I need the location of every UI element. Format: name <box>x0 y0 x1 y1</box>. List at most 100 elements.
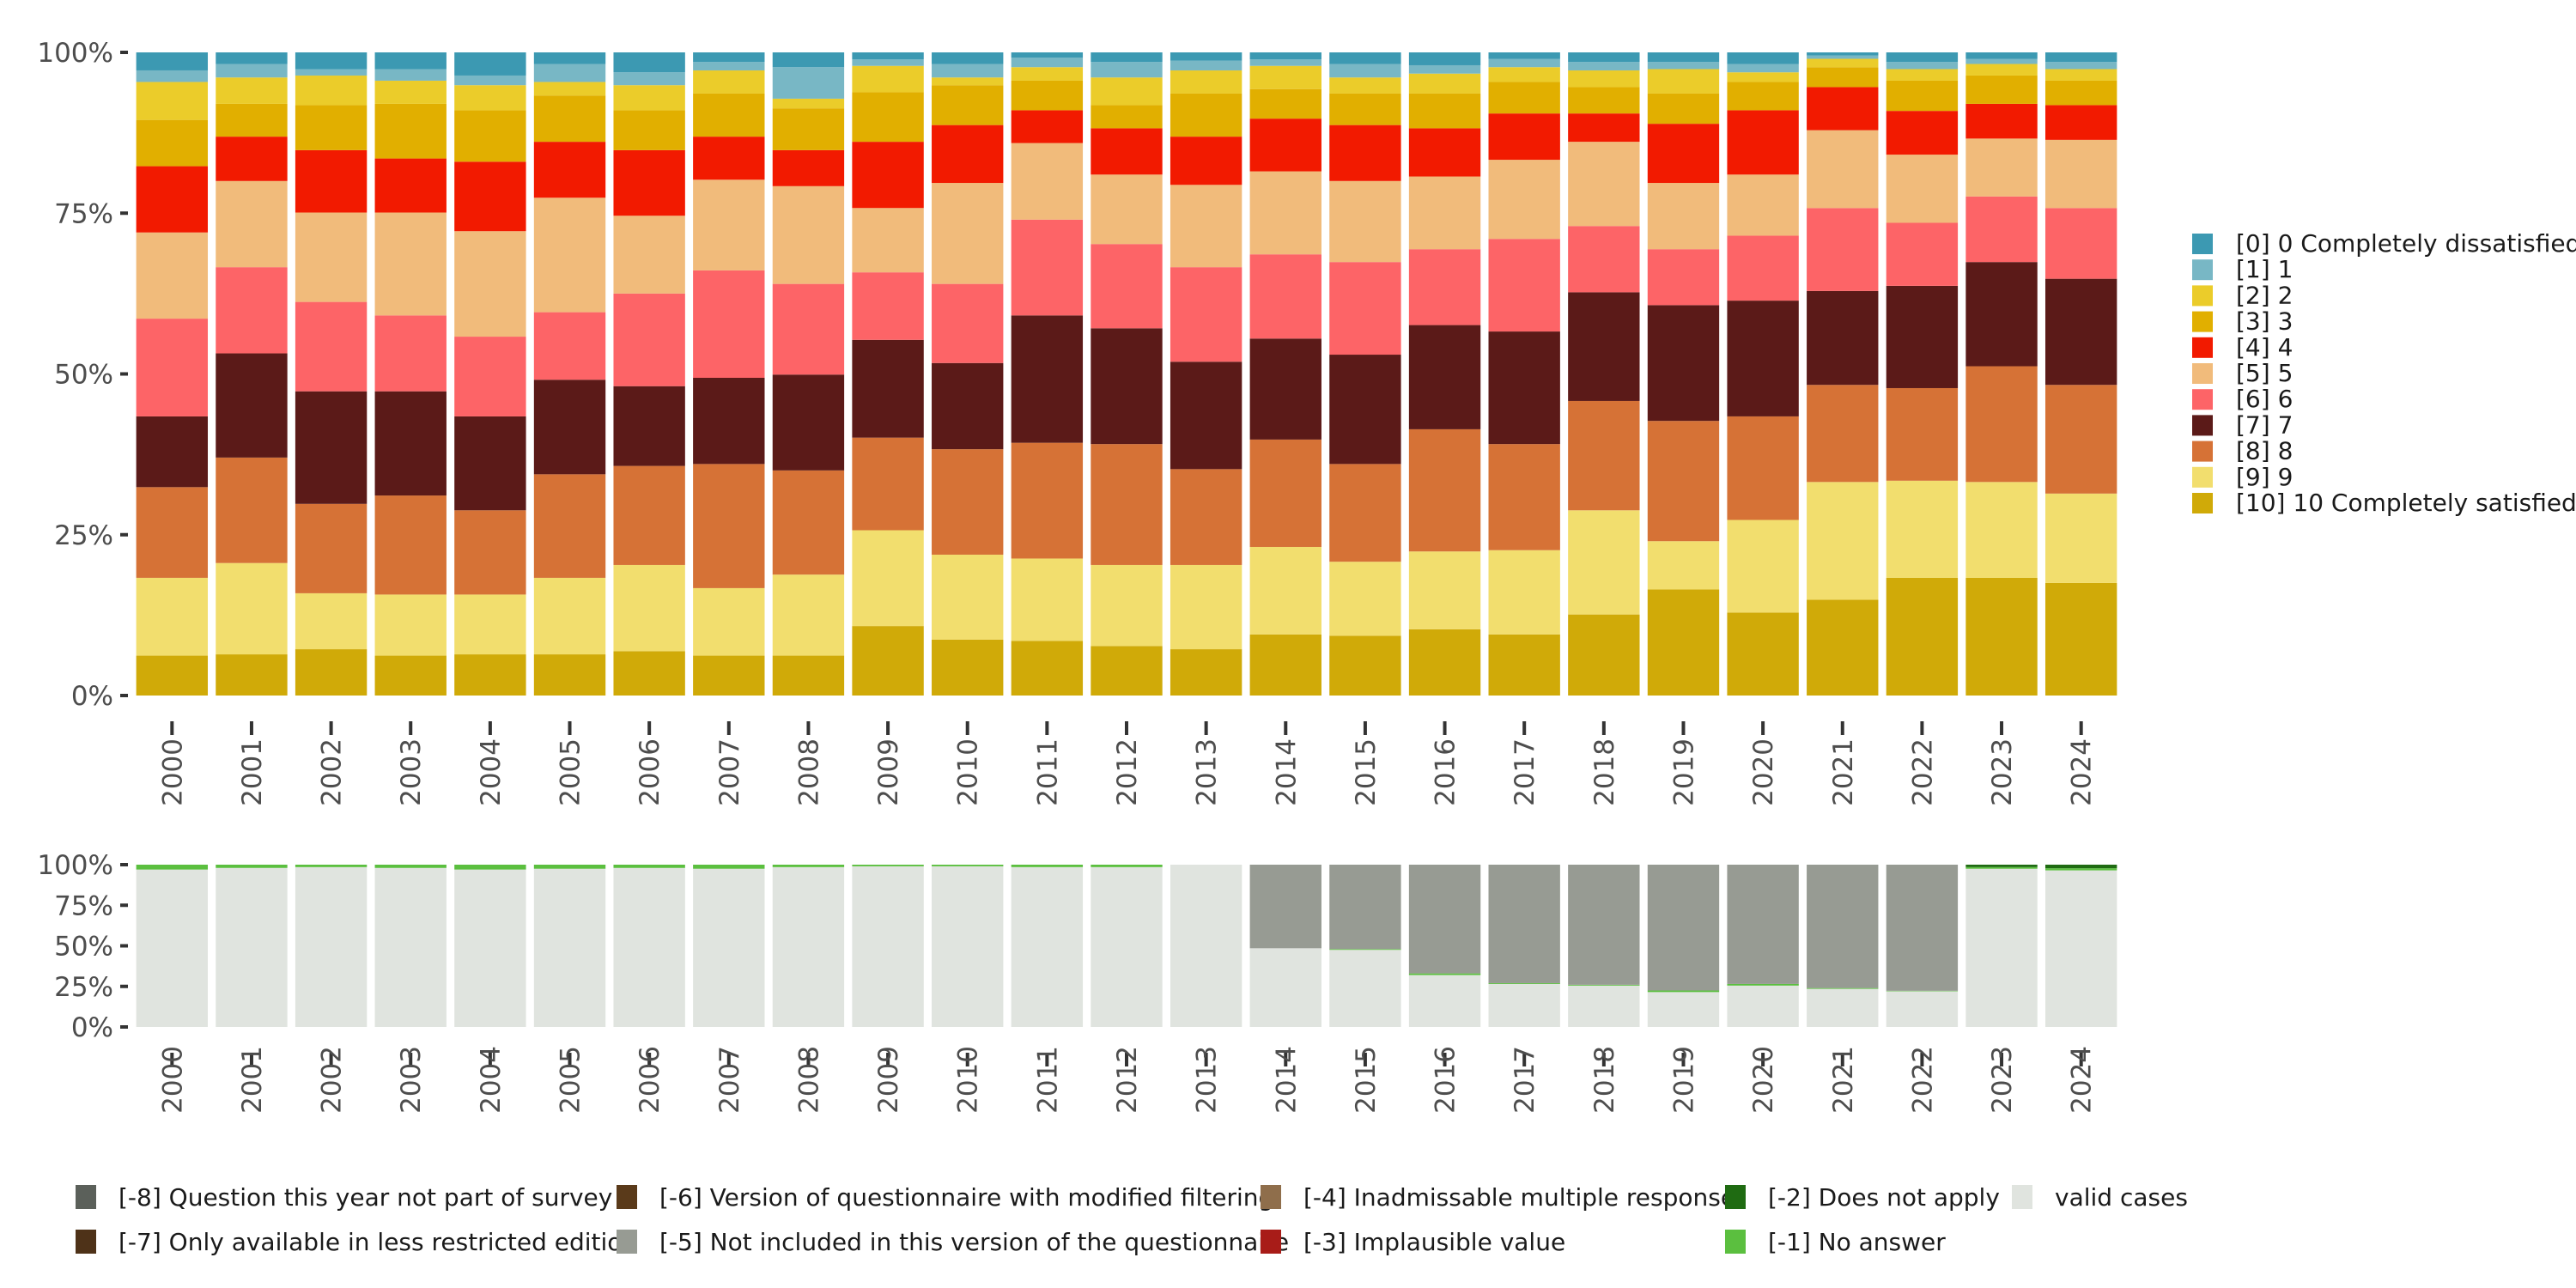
bar-segment <box>1011 80 1084 111</box>
bar-segment <box>1488 444 1560 550</box>
x-tick-label: 2021 <box>1828 738 1859 806</box>
bar-segment <box>1886 285 1959 388</box>
x-tick-label: 2001 <box>237 1046 268 1114</box>
bar-segment <box>2044 69 2117 81</box>
x-tick-label: 2007 <box>714 738 745 806</box>
bar-segment <box>533 577 606 655</box>
x-tick-label: 2021 <box>1828 1046 1859 1114</box>
bar-segment <box>772 67 845 99</box>
bar-segment <box>1727 983 1799 986</box>
bar-segment <box>216 137 288 181</box>
bar-segment <box>533 868 606 1027</box>
legend-swatch <box>2192 234 2213 254</box>
x-tick-label: 2001 <box>237 738 268 806</box>
bar-segment <box>693 93 765 137</box>
x-tick-label: 2018 <box>1589 738 1620 806</box>
bar-segment <box>136 869 209 1027</box>
bar-segment <box>1886 222 1959 286</box>
bar-segment <box>1886 80 1959 112</box>
bar-segment <box>1170 361 1242 470</box>
bar-segment <box>1807 55 1879 59</box>
bar-segment <box>2044 52 2117 63</box>
y-tick-label: 25% <box>54 972 113 1003</box>
bar-segment <box>374 865 447 868</box>
bar-segment <box>533 474 606 578</box>
bar-segment <box>1807 482 1879 600</box>
bar-segment <box>1886 991 1959 1027</box>
bar-segment <box>1568 52 1640 63</box>
bar-segment <box>1329 635 1401 696</box>
bar-segment <box>1965 138 2038 197</box>
bar-segment <box>1647 183 1720 250</box>
bar-segment <box>295 301 368 392</box>
bar-segment <box>136 52 209 70</box>
bar-segment <box>1568 984 1640 986</box>
bar-segment <box>1329 865 1401 950</box>
bar-segment <box>1329 93 1401 125</box>
bar-segment <box>454 110 526 162</box>
bar-segment <box>1886 990 1959 992</box>
x-tick-label: 2023 <box>1987 1046 2018 1114</box>
bar-segment <box>2044 80 2117 106</box>
bar-segment <box>1170 52 1242 61</box>
bar-segment <box>1727 865 1799 984</box>
bar-segment <box>533 312 606 380</box>
bar-segment <box>852 92 924 143</box>
bar-segment <box>374 80 447 104</box>
bar-segment <box>852 65 924 93</box>
bar-segment <box>1568 70 1640 88</box>
bar-segment <box>1170 649 1242 696</box>
bar-segment <box>295 391 368 504</box>
legend-swatch <box>2192 337 2213 358</box>
legend-label: [1] 1 <box>2236 255 2293 283</box>
legend-swatch <box>2012 1185 2032 1209</box>
x-tick-label: 2017 <box>1510 1046 1540 1114</box>
legend-label: [10] 10 Completely satisfied <box>2236 489 2576 517</box>
bar-segment <box>1647 124 1720 184</box>
bar-segment <box>613 651 685 696</box>
bar-segment <box>852 142 924 209</box>
bar-segment <box>1091 244 1163 329</box>
x-tick-label: 2013 <box>1192 738 1223 806</box>
x-tick-label: 2014 <box>1271 1046 1302 1114</box>
bar-segment <box>2044 493 2117 583</box>
bar-segment <box>454 231 526 337</box>
bar-segment <box>772 52 845 68</box>
bar-segment <box>295 105 368 150</box>
bar-segment <box>2044 865 2117 869</box>
bar-segment <box>1727 110 1799 175</box>
bar-segment <box>374 212 447 316</box>
bar-segment <box>533 64 606 82</box>
legend-label: [-8] Question this year not part of surv… <box>118 1183 612 1212</box>
x-tick-label: 2002 <box>317 1046 348 1114</box>
legend-label: [5] 5 <box>2236 359 2293 387</box>
bar-segment <box>533 865 606 869</box>
bar-segment <box>1488 331 1560 445</box>
bar-segment <box>613 865 685 868</box>
bar-segment <box>1807 52 1879 56</box>
bar-segment <box>932 866 1004 1027</box>
bar-segment <box>613 465 685 565</box>
legend-label: [-2] Does not apply <box>1768 1183 2000 1212</box>
bar-segment <box>1488 239 1560 332</box>
bar-segment <box>932 77 1004 86</box>
main-chart: 0% 25% 50% 75% 100% 2000 2001 2002 2003 2004 2005 2… <box>37 38 2117 806</box>
bar-segment <box>454 52 526 76</box>
bar-segment <box>295 865 368 867</box>
bar-segment <box>374 69 447 81</box>
x-tick-label: 2015 <box>1351 1046 1382 1114</box>
bar-segment <box>1807 988 1879 1027</box>
bar-segment <box>1329 180 1401 263</box>
bar-segment <box>1965 482 2038 578</box>
bar-segment <box>136 319 209 416</box>
bar-segment <box>1886 62 1959 70</box>
legend-swatch <box>1261 1185 1281 1209</box>
bar-segment <box>1488 67 1560 82</box>
bar-segment <box>852 530 924 627</box>
bar-segment <box>1329 464 1401 562</box>
bar-segment <box>1568 62 1640 70</box>
bar-segment <box>1011 143 1084 220</box>
legend-swatch <box>1725 1230 1746 1254</box>
bar-segment <box>136 119 209 167</box>
bar-segment <box>693 655 765 696</box>
